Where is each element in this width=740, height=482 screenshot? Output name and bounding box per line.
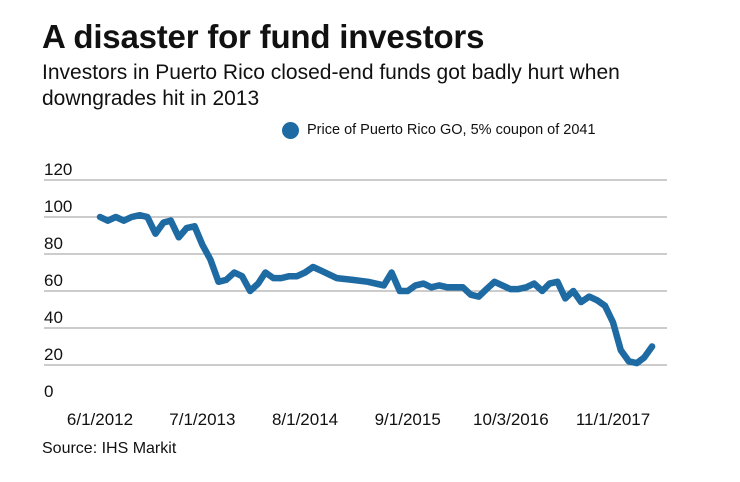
y-tick-label: 60: [44, 271, 63, 290]
y-tick-label: 100: [44, 197, 72, 216]
y-tick-label: 80: [44, 234, 63, 253]
legend-label: Price of Puerto Rico GO, 5% coupon of 20…: [307, 122, 596, 138]
legend-marker: [282, 121, 299, 139]
y-tick-label: 40: [44, 308, 63, 327]
y-tick-label: 120: [44, 160, 72, 179]
chart-title: A disaster for fund investors: [42, 18, 485, 55]
chart-subtitle: Investors in Puerto Rico closed-end fund…: [42, 61, 620, 110]
source-note: Source: IHS Markit: [42, 440, 177, 457]
x-tick-label: 8/1/2014: [272, 410, 338, 429]
x-tick-label: 7/1/2013: [169, 410, 235, 429]
y-tick-label: 0: [44, 382, 53, 401]
x-tick-label: 9/1/2015: [375, 410, 441, 429]
x-tick-label: 10/3/2016: [473, 410, 549, 429]
legend: Price of Puerto Rico GO, 5% coupon of 20…: [282, 120, 596, 140]
x-tick-label: 11/1/2017: [576, 410, 650, 429]
y-tick-label: 20: [44, 345, 63, 364]
series-line-puerto-rico-go: [96, 211, 656, 367]
x-tick-label: 6/1/2012: [67, 410, 133, 429]
